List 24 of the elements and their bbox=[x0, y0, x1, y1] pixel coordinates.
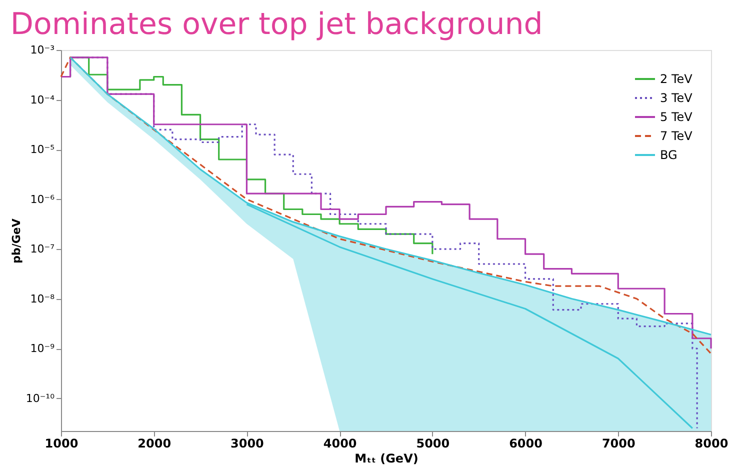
x-axis-title: Mₜₜ (GeV) bbox=[354, 452, 418, 466]
y-tick-label: 10⁻⁹ bbox=[30, 342, 54, 356]
y-axis-title: pb/GeV bbox=[10, 218, 23, 264]
y-tick-label: 10⁻⁸ bbox=[30, 292, 56, 306]
x-tick-label: 8000 bbox=[694, 436, 728, 450]
legend-label: 2 TeV bbox=[660, 72, 694, 86]
legend-label: BG bbox=[660, 148, 678, 162]
x-tick-label: 1000 bbox=[44, 436, 78, 450]
chart-title: Dominates over top jet background bbox=[10, 7, 543, 42]
y-tick-label: 10⁻⁶ bbox=[30, 192, 56, 206]
y-tick-label: 10⁻⁵ bbox=[30, 143, 54, 156]
x-tick-label: 2000 bbox=[138, 436, 172, 450]
y-tick-label: 10⁻⁴ bbox=[30, 93, 56, 106]
x-tick-label: 7000 bbox=[602, 436, 636, 450]
x-tick-label: 6000 bbox=[509, 436, 542, 450]
x-tick-label: 5000 bbox=[416, 436, 450, 450]
legend-label: 3 TeV bbox=[660, 91, 694, 105]
legend-label: 7 TeV bbox=[660, 129, 694, 143]
x-tick-label: 4000 bbox=[323, 436, 357, 450]
y-tick-label: 10⁻¹⁰ bbox=[26, 392, 56, 405]
y-tick-label: 10⁻³ bbox=[30, 44, 54, 56]
x-tick-label: 3000 bbox=[230, 436, 264, 450]
legend-label: 5 TeV bbox=[660, 110, 694, 124]
y-tick-label: 10⁻⁷ bbox=[30, 242, 54, 256]
